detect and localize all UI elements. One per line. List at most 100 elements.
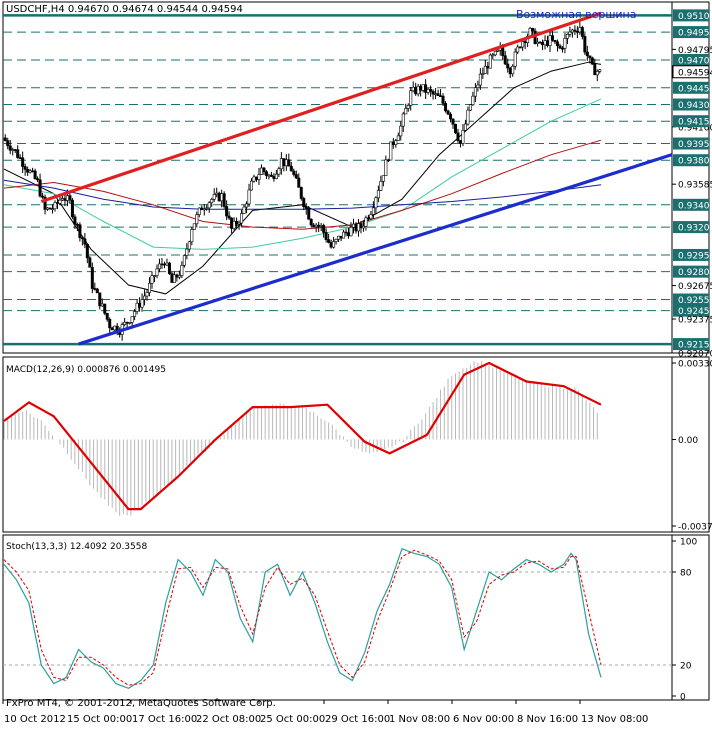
candle-body xyxy=(404,108,408,115)
candle-body xyxy=(140,299,144,308)
candle-body xyxy=(180,265,184,276)
moving-average-ma_fast xyxy=(3,61,602,295)
macd-tick-label: 0.00330 xyxy=(678,360,712,370)
stoch-label: Stoch(13,3,3) 12.4092 20.3558 xyxy=(6,542,147,552)
price-label-box xyxy=(673,293,709,306)
candle-body xyxy=(113,325,117,331)
time-tick-label: 25 Oct 00:00 xyxy=(260,714,325,725)
candle-body xyxy=(394,140,398,145)
candle-body xyxy=(55,202,59,204)
candle-body xyxy=(31,170,35,173)
price-axis-label: 0.92375 xyxy=(672,316,712,326)
price-axis-label: 0.94594 xyxy=(672,65,712,79)
candle-body xyxy=(441,95,445,104)
candle-body xyxy=(327,239,331,243)
candle-body xyxy=(446,110,450,115)
stoch-panel[interactable]: 100 80 20 0 xyxy=(3,538,697,703)
price-axis-label: 0.94700 xyxy=(673,53,712,66)
candle-body xyxy=(28,170,32,173)
candle-body xyxy=(339,235,343,239)
candle-body xyxy=(103,303,107,314)
price-label-text: 0.93400 xyxy=(678,201,712,211)
candle-body xyxy=(379,181,383,191)
time-tick-label: 22 Oct 08:00 xyxy=(196,714,261,725)
price-label-text: 0.94300 xyxy=(678,101,712,111)
candle-body xyxy=(468,104,472,111)
candle-body xyxy=(284,159,288,167)
candle-body xyxy=(503,55,507,65)
stoch-tick-label: 0 xyxy=(680,693,686,703)
candle-body xyxy=(85,243,89,259)
candle-body xyxy=(342,231,346,239)
price-label-text: 0.94795 xyxy=(678,46,712,56)
candle-body xyxy=(543,40,547,46)
price-axis-label: 0.92450 xyxy=(673,304,712,317)
candle-body xyxy=(51,208,55,211)
price-label-box xyxy=(673,265,709,278)
candle-body xyxy=(364,217,368,227)
candle-body xyxy=(463,123,467,131)
candle-body xyxy=(95,288,99,294)
candle-body xyxy=(200,207,204,211)
candle-body xyxy=(145,292,149,297)
candle-body xyxy=(143,295,147,300)
candle-body xyxy=(426,89,430,93)
candle-body xyxy=(105,313,109,320)
candle-body xyxy=(361,225,365,229)
candle-body xyxy=(366,217,370,220)
candle-body xyxy=(573,29,577,32)
candle-body xyxy=(411,86,415,92)
candle-body xyxy=(356,223,360,232)
time-tick-label: 6 Nov 00:00 xyxy=(453,714,514,725)
candle-body xyxy=(123,321,127,325)
candle-body xyxy=(461,130,465,144)
candle-body xyxy=(424,84,428,93)
candle-body xyxy=(374,197,378,209)
candle-body xyxy=(319,225,323,227)
candle-body xyxy=(80,237,84,240)
price-label-text: 0.93800 xyxy=(678,157,712,167)
price-label-box xyxy=(673,98,709,111)
candle-body xyxy=(247,189,251,205)
candle-body xyxy=(575,31,579,33)
price-axis-label: 0.92675 xyxy=(672,282,712,292)
candle-body xyxy=(299,187,303,199)
trendline-lower xyxy=(78,153,673,346)
price-label-text: 0.94150 xyxy=(678,118,712,128)
candle-body xyxy=(473,87,477,97)
candle-body xyxy=(531,28,535,32)
candle-body xyxy=(533,30,537,44)
candle-body xyxy=(217,192,221,202)
candle-body xyxy=(240,213,244,224)
candle-body xyxy=(26,169,30,173)
price-label-box xyxy=(672,65,710,79)
candle-body xyxy=(518,46,522,49)
candle-body xyxy=(436,93,440,96)
candle-body xyxy=(329,242,333,248)
candle-body xyxy=(354,223,358,232)
candle-body xyxy=(36,178,40,181)
candle-body xyxy=(70,199,74,218)
candle-body xyxy=(476,84,480,88)
price-axis-label: 0.93200 xyxy=(673,221,712,234)
price-label-text: 0.92450 xyxy=(678,307,712,317)
candle-body xyxy=(550,35,554,41)
candle-body xyxy=(23,166,27,170)
candle-body xyxy=(536,41,540,44)
candle-body xyxy=(190,229,194,243)
candle-body xyxy=(287,159,291,167)
price-axis-label: 0.92950 xyxy=(673,248,712,261)
candle-body xyxy=(521,41,525,48)
candle-body xyxy=(595,71,599,76)
candle-body xyxy=(307,208,311,220)
price-label-box xyxy=(673,53,709,66)
macd-frame xyxy=(2,356,710,533)
candle-body xyxy=(568,31,572,35)
candle-body xyxy=(523,41,527,43)
price-label-text: 0.94100 xyxy=(678,123,712,133)
candle-body xyxy=(548,35,552,46)
price-label-text: 0.92800 xyxy=(678,268,712,278)
macd-panel[interactable]: 0.00330 0.00 -0.00373 xyxy=(3,360,712,533)
